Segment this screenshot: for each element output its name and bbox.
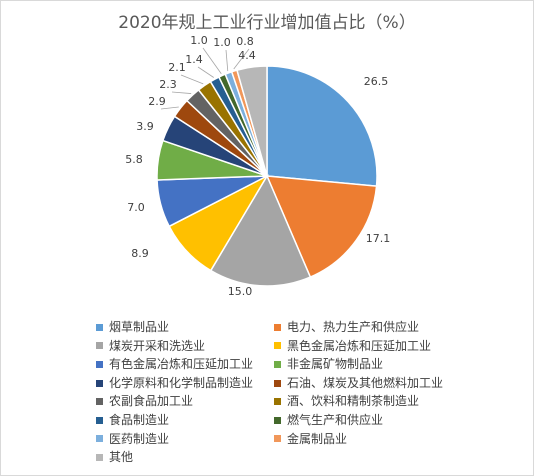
pie-slice xyxy=(266,65,378,187)
legend-label: 有色金属冶炼和压延加工业 xyxy=(109,357,254,372)
data-label: 1.0 xyxy=(213,36,231,49)
legend-item: 医药制造业 xyxy=(96,430,264,449)
data-label: 7.0 xyxy=(127,201,145,214)
legend-label: 化学原料和化学制品制造业 xyxy=(109,375,254,390)
data-label: 3.9 xyxy=(136,120,154,133)
legend-item: 石油、煤炭及其他燃料加工业 xyxy=(274,374,454,393)
legend-label: 金属制品业 xyxy=(287,431,348,446)
legend-swatch xyxy=(96,360,103,368)
legend-label: 石油、煤炭及其他燃料加工业 xyxy=(287,375,444,390)
leader-line xyxy=(225,49,229,72)
pie-slice xyxy=(236,65,268,177)
legend-label: 农副食品加工业 xyxy=(109,394,194,409)
leader-line xyxy=(160,106,179,110)
legend-swatch xyxy=(96,416,103,424)
legend-label: 电力、热力生产和供应业 xyxy=(287,320,420,334)
legend-item: 有色金属冶炼和压延加工业 xyxy=(96,355,264,374)
legend-swatch xyxy=(274,323,281,331)
data-label: 17.1 xyxy=(366,232,391,245)
data-label: 2.1 xyxy=(168,61,186,74)
leader-line xyxy=(202,47,222,74)
legend-label: 非金属矿物制品业 xyxy=(287,357,384,372)
leader-line xyxy=(180,74,204,85)
legend-label: 酒、饮料和精制茶制造业 xyxy=(287,394,420,409)
pie-slice xyxy=(209,174,312,287)
legend-label: 燃气生产和供应业 xyxy=(287,412,384,427)
legend-label: 医药制造业 xyxy=(109,431,170,446)
pie-slice xyxy=(265,175,378,279)
legend-swatch xyxy=(274,379,281,387)
legend-item: 黑色金属冶炼和压延加工业 xyxy=(274,337,454,356)
data-label: 0.8 xyxy=(236,35,254,48)
legend-item: 燃气生产和供应业 xyxy=(274,411,454,430)
pie-chart: 26.5 17.1 15.0 8.9 7.0 5.8 3.9 2.9 2.3 2.11.4 1.0 1… xyxy=(125,34,391,298)
data-label: 8.9 xyxy=(131,247,149,260)
leader-line xyxy=(233,48,250,70)
legend-item: 金属制品业 xyxy=(274,430,454,449)
legend-label: 烟草制品业 xyxy=(109,320,170,334)
legend-swatch xyxy=(96,398,103,406)
legend-item: 酒、饮料和精制茶制造业 xyxy=(274,392,454,411)
data-label: 2.3 xyxy=(159,78,177,91)
legend-label: 煤炭开采和洗选业 xyxy=(109,338,206,353)
data-label: 2.9 xyxy=(148,95,166,108)
legend-swatch xyxy=(274,360,281,368)
leader-line xyxy=(171,91,192,94)
legend-item: 农副食品加工业 xyxy=(96,392,264,411)
legend-item: 烟草制品业 xyxy=(96,318,264,337)
legend-swatch xyxy=(96,323,103,331)
legend-label: 其他 xyxy=(109,450,134,465)
data-label: 4.4 xyxy=(238,49,256,62)
legend-swatch xyxy=(274,398,281,406)
data-label: 26.5 xyxy=(364,75,389,88)
legend-item: 其他 xyxy=(96,448,264,467)
legend-item: 化学原料和化学制品制造业 xyxy=(96,374,264,393)
legend-item: 非金属矿物制品业 xyxy=(274,355,454,374)
chart-title: 2020年规上工业行业增加值占比（%） xyxy=(118,13,416,33)
legend-swatch xyxy=(96,342,103,350)
legend-label: 食品制造业 xyxy=(109,412,170,427)
legend-item: 食品制造业 xyxy=(96,411,264,430)
legend-label: 黑色金属冶炼和压延加工业 xyxy=(287,338,432,353)
legend-swatch xyxy=(274,435,281,443)
legend-swatch xyxy=(96,379,103,387)
data-label: 5.8 xyxy=(125,153,143,166)
data-label: 1.0 xyxy=(190,34,208,47)
legend-swatch xyxy=(96,453,103,461)
leader-line xyxy=(197,66,214,78)
legend-swatch xyxy=(96,435,103,443)
legend-item: 电力、热力生产和供应业 xyxy=(274,318,454,337)
legend-item: 煤炭开采和洗选业 xyxy=(96,337,264,356)
data-label: 1.4 xyxy=(185,53,203,66)
legend-swatch xyxy=(274,342,281,350)
legend: 烟草制品业 电力、热力生产和供应业煤炭开采和洗选业 黑色金属冶炼和压延加工业有色金属… xyxy=(96,318,486,467)
data-label: 15.0 xyxy=(228,285,253,298)
legend-swatch xyxy=(274,416,281,424)
